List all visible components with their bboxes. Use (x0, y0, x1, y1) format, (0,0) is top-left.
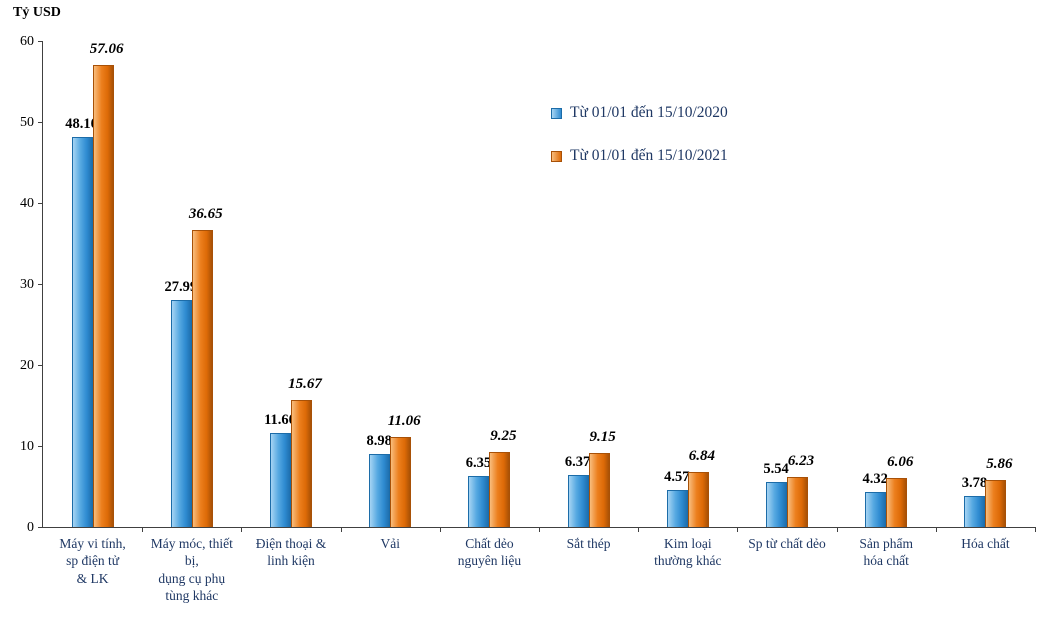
y-axis-title: Tỷ USD (13, 5, 61, 20)
category-label: Điện thoại & linh kiện (255, 536, 327, 569)
bar-2020 (766, 482, 788, 527)
legend-item-2021: Từ 01/01 đến 15/10/2021 (551, 147, 728, 165)
bar-2021 (191, 230, 213, 527)
y-tick-label: 20 (20, 358, 34, 373)
value-label-2020: 48.10 (65, 116, 98, 133)
plot-area: 0 10 20 30 40 50 60 48.10 57.06 Máy vi tính, sp … (20, 34, 1037, 603)
x-axis-tick (638, 527, 640, 532)
y-tick-mark (38, 364, 43, 366)
bar-2020 (468, 475, 490, 527)
category-group: 6.35 9.25 Chất dẻo nguyên liệu (440, 42, 541, 568)
category-group: 4.57 6.84 Kim loại thường khác (638, 42, 739, 568)
x-axis-tick (1035, 527, 1037, 532)
value-label-2021: 5.86 (986, 455, 1013, 472)
value-label-2020: 6.35 (465, 454, 492, 471)
value-label-2021: 6.23 (787, 452, 815, 469)
legend-label-2020: Từ 01/01 đến 15/10/2020 (570, 104, 728, 121)
bar-2020 (964, 496, 986, 527)
value-label-2021: 6.06 (887, 453, 914, 470)
value-label-2021: 9.25 (490, 428, 517, 445)
value-label-2020: 4.32 (862, 471, 888, 488)
bar-2021 (92, 64, 114, 527)
y-tick-mark (38, 526, 43, 528)
x-axis-tick (539, 527, 541, 532)
bar-2021 (687, 471, 709, 527)
legend-item-2020: Từ 01/01 đến 15/10/2020 (551, 104, 728, 122)
bar-2020 (369, 454, 391, 527)
bar-2020 (170, 300, 192, 527)
category-group: 6.37 9.15 Sắt thép (539, 42, 640, 551)
value-label-2021: 15.67 (288, 376, 322, 393)
value-label-2021: 6.84 (688, 447, 715, 464)
x-axis-tick (241, 527, 243, 532)
value-label-2021: 57.06 (89, 40, 124, 57)
x-axis-tick (737, 527, 739, 532)
value-label-2020: 3.78 (961, 475, 988, 492)
bar-2021 (291, 400, 312, 527)
category-group: 8.98 11.06 Vải (341, 42, 441, 551)
legend: Từ 01/01 đến 15/10/2020 Từ 01/01 đến 15/… (551, 104, 728, 165)
value-label-2020: 4.57 (664, 468, 690, 485)
bar-2021 (588, 452, 610, 527)
bar-2020 (71, 137, 93, 527)
category-label: Sp từ chất dẻo (748, 536, 826, 551)
category-group: 11.60 15.67 Điện thoại & linh kiện (241, 42, 342, 568)
y-tick-mark (38, 445, 43, 447)
value-label-2020: 11.60 (264, 412, 296, 429)
value-label-2020: 8.98 (366, 433, 392, 450)
value-label-2021: 11.06 (387, 413, 421, 430)
category-label: Kim loại thường khác (654, 536, 722, 569)
x-axis-tick (142, 527, 144, 532)
category-group: 48.10 57.06 Máy vi tính, sp điện tử & LK (43, 40, 144, 586)
bar-2020 (865, 492, 887, 527)
legend-label-2021: Từ 01/01 đến 15/10/2021 (570, 147, 728, 164)
category-group: 3.78 5.86 Hóa chất (936, 42, 1037, 551)
value-label-2021: 9.15 (589, 428, 616, 445)
bar-groups: 48.10 57.06 Máy vi tính, sp điện tử & LK 27… (43, 40, 1037, 603)
category-label: Máy vi tính, sp điện tử & LK (59, 536, 126, 586)
legend-swatch-2021-icon (551, 150, 562, 162)
bar-2020 (270, 433, 292, 527)
bar-2021 (886, 477, 908, 527)
bar-2021 (390, 437, 412, 527)
y-tick-label: 10 (20, 439, 34, 454)
y-tick-mark (38, 202, 43, 204)
value-label-2020: 6.37 (564, 454, 591, 471)
category-label: Vải (380, 536, 400, 551)
legend-swatch-2020-icon (551, 107, 562, 119)
category-label: Sản phẩm hóa chất (859, 536, 914, 569)
bar-2020 (567, 475, 589, 527)
value-label-2020: 5.54 (763, 461, 789, 478)
category-label: Máy móc, thiết bị, dụng cụ phụ tùng khác (150, 536, 233, 603)
y-tick-label: 50 (20, 115, 34, 130)
bar-2021 (787, 476, 809, 527)
y-tick-mark (38, 121, 43, 123)
y-tick-label: 60 (20, 34, 34, 49)
category-group: 27.99 36.65 Máy móc, thiết bị, dụng cụ phụ… (142, 42, 243, 603)
x-axis-tick (439, 527, 441, 532)
bar-2020 (666, 489, 688, 527)
category-label: Chất dẻo nguyên liệu (457, 536, 522, 569)
x-axis-tick (935, 527, 937, 532)
value-label-2020: 27.99 (164, 279, 198, 296)
value-label-2021: 36.65 (188, 206, 223, 223)
y-tick-label: 0 (27, 520, 34, 535)
category-group: 4.32 6.06 Sản phẩm hóa chất (837, 42, 937, 568)
y-tick-mark (38, 283, 43, 285)
bar-2021 (489, 452, 511, 527)
category-label: Hóa chất (961, 536, 1010, 551)
bar-2021 (985, 479, 1007, 527)
y-tick-label: 30 (20, 277, 34, 292)
x-axis-tick (836, 527, 838, 532)
category-group: 5.54 6.23 Sp từ chất dẻo (737, 42, 838, 551)
y-tick-label: 40 (20, 196, 34, 211)
x-axis-tick (340, 527, 342, 532)
y-tick-mark (38, 40, 43, 42)
category-label: Sắt thép (566, 536, 611, 551)
